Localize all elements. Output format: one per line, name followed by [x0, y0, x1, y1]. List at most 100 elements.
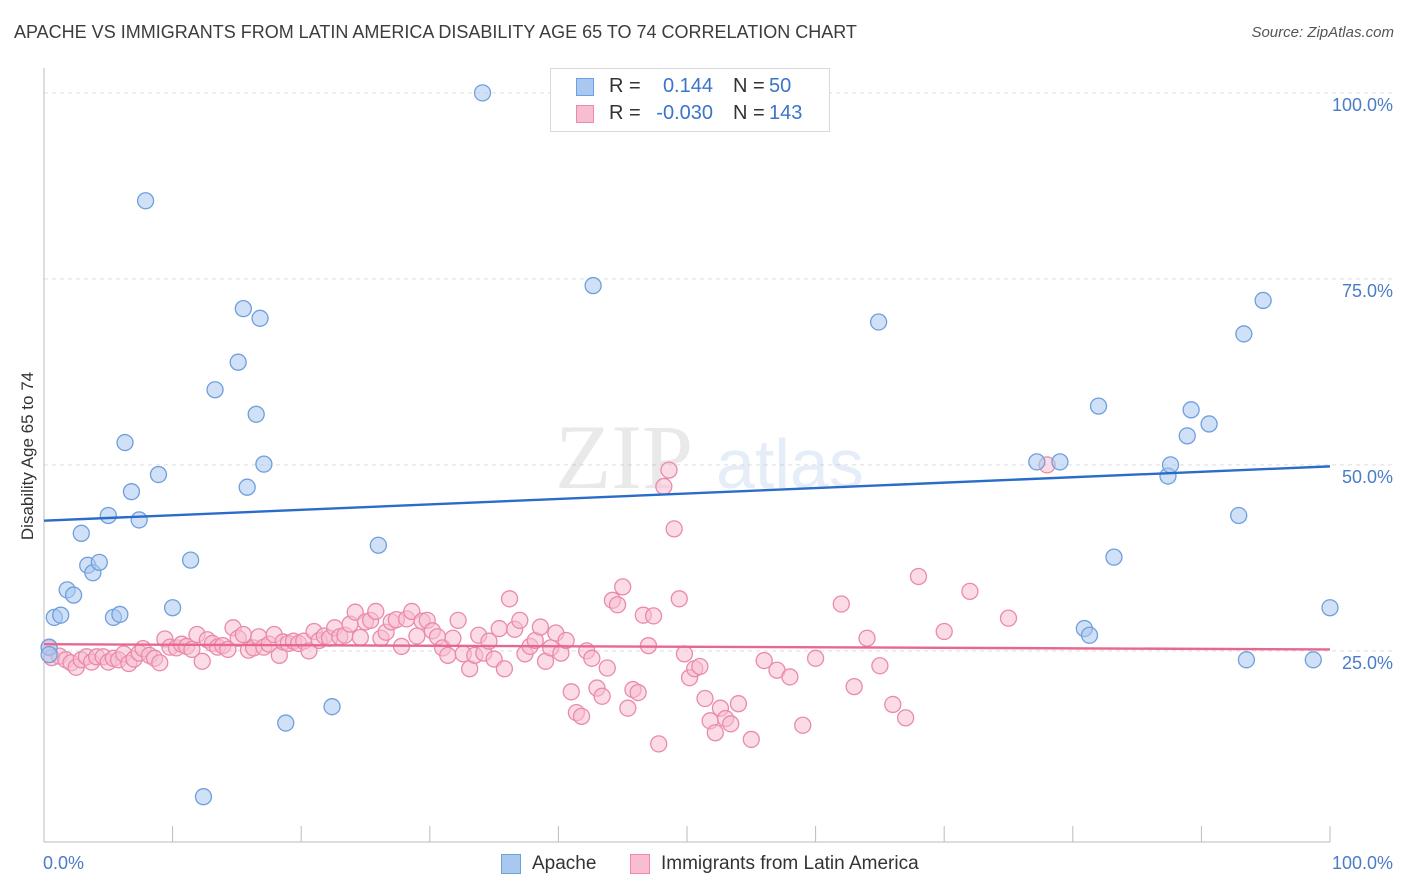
- latin-point: [644, 607, 663, 625]
- y-tick-label: 100.0%: [1332, 95, 1393, 115]
- trend-line-latin: [43, 642, 1331, 651]
- latin-point: [500, 590, 519, 608]
- r-label: R =: [609, 75, 641, 97]
- latin-point: [351, 628, 370, 647]
- latin-point: [832, 595, 850, 613]
- r-value: -0.030: [656, 102, 713, 124]
- apache-point: [90, 553, 108, 571]
- apache-point: [52, 606, 70, 624]
- latin-point: [665, 520, 683, 538]
- apache-point: [1080, 626, 1099, 644]
- apache-point: [181, 551, 200, 569]
- y-tick-label: 75.0%: [1342, 281, 1393, 301]
- latin-point: [884, 695, 902, 714]
- apache-point: [1321, 599, 1339, 617]
- apache-point: [130, 511, 148, 529]
- latin-point: [858, 629, 876, 647]
- apache-point: [277, 714, 295, 732]
- latin-point: [706, 724, 724, 742]
- latin-point: [999, 609, 1018, 627]
- apache-point: [64, 586, 83, 604]
- legend-item-apache[interactable]: Apache: [501, 852, 611, 876]
- apache-series-points: [40, 84, 1339, 806]
- latin-point: [909, 567, 928, 586]
- latin-point: [408, 627, 426, 645]
- latin-point: [583, 649, 601, 667]
- apache-point: [869, 313, 888, 331]
- apache-point: [369, 536, 388, 554]
- apache-point: [116, 433, 134, 452]
- latin-point: [300, 642, 318, 660]
- apache-point: [1089, 397, 1108, 415]
- latin-point: [557, 631, 575, 650]
- latin-point: [871, 657, 889, 675]
- latin-point: [781, 668, 799, 686]
- apache-point: [1235, 325, 1253, 343]
- latin-point: [655, 477, 673, 496]
- latin-point: [234, 625, 252, 644]
- latin-point: [629, 683, 647, 702]
- latin-point: [439, 646, 457, 664]
- latin-point: [691, 657, 709, 676]
- latin-point: [572, 707, 591, 726]
- latin-point: [670, 590, 688, 608]
- latin-point: [495, 660, 514, 678]
- latin-point: [608, 596, 627, 614]
- chart-title: APACHE VS IMMIGRANTS FROM LATIN AMERICA …: [14, 22, 857, 42]
- grid-lines: [44, 92, 1395, 652]
- apache-point: [234, 299, 252, 318]
- latin-swatch: [576, 105, 594, 123]
- latin-point: [490, 619, 508, 638]
- axes: [43, 68, 1331, 843]
- apache-point: [72, 524, 90, 542]
- latin-point: [193, 652, 211, 670]
- legend-row-apache: R = 0.144 N = 50: [551, 74, 829, 100]
- apache-point: [122, 483, 141, 501]
- apache-point: [1178, 427, 1196, 445]
- n-value: 143: [769, 102, 803, 124]
- n-label: N =: [733, 102, 765, 124]
- trend-line-apache: [43, 465, 1331, 522]
- latin-series-points: [40, 456, 1056, 753]
- r-label: R =: [609, 102, 641, 124]
- latin-point: [598, 659, 616, 677]
- apache-point: [194, 788, 213, 806]
- latin-point: [660, 461, 678, 479]
- apache-point: [1028, 453, 1046, 471]
- correlation-legend: R = 0.144 N = 50 R = -0.030 N = 143: [550, 68, 830, 132]
- apache-point: [136, 192, 155, 210]
- latin-point: [729, 695, 748, 713]
- apache-point: [111, 605, 129, 624]
- legend-item-latin[interactable]: Immigrants from Latin America: [630, 852, 950, 876]
- latin-legend-swatch: [630, 854, 650, 874]
- legend-row-latin: R = -0.030 N = 143: [551, 101, 829, 127]
- apache-point: [99, 506, 117, 525]
- latin-point: [444, 629, 462, 647]
- apache-point: [255, 455, 273, 473]
- latin-point: [531, 618, 550, 636]
- latin-point: [511, 611, 529, 630]
- apache-point: [323, 698, 341, 716]
- latin-point: [675, 645, 694, 663]
- latin-point: [935, 622, 953, 641]
- apache-point: [1304, 651, 1322, 669]
- latin-point: [845, 677, 863, 696]
- latin-point: [562, 683, 580, 701]
- y-tick-labels: 25.0% 50.0% 75.0% 100.0%: [1332, 95, 1393, 673]
- latin-point: [619, 699, 637, 717]
- latin-point: [755, 651, 773, 670]
- n-label: N =: [733, 75, 765, 97]
- apache-legend-swatch: [501, 854, 521, 874]
- apache-point: [1051, 453, 1069, 471]
- apache-point: [149, 465, 168, 484]
- latin-point: [896, 709, 915, 727]
- apache-legend-label: Apache: [532, 853, 597, 874]
- latin-point: [449, 611, 467, 630]
- latin-point: [794, 716, 812, 734]
- apache-point: [163, 599, 182, 617]
- latin-point: [367, 602, 385, 621]
- trend-lines: [43, 465, 1331, 651]
- apache-point: [1237, 651, 1256, 669]
- apache-point: [251, 309, 269, 327]
